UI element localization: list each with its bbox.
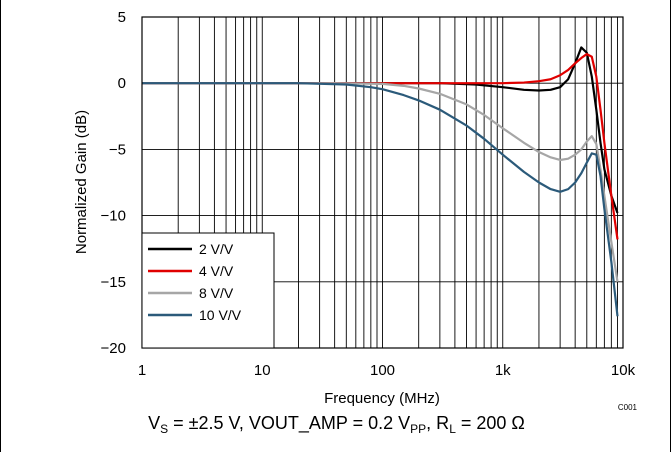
x-tick-labels: 1 10 100 1k 10k: [138, 362, 636, 379]
caption-subscript: L: [449, 422, 456, 436]
y-tick-label: −10: [101, 208, 126, 225]
caption-text: , R: [426, 413, 450, 433]
x-tick-label: 10: [254, 362, 271, 379]
legend-label: 10 V/V: [199, 307, 242, 323]
plot-area-frame: [141, 16, 624, 349]
legend: 2 V/V 4 V/V 8 V/V 10 V/V: [141, 232, 275, 349]
y-tick-label: 0: [118, 75, 126, 92]
caption-text: = 200 Ω: [455, 413, 525, 433]
legend-label: 4 V/V: [199, 263, 234, 279]
x-axis-label: Frequency (MHz): [324, 390, 440, 407]
caption-text: = ±2.5 V, VOUT_AMP = 0.2 V: [168, 413, 411, 433]
legend-label: 8 V/V: [199, 285, 234, 301]
y-tick-label: −20: [101, 340, 126, 357]
x-tick-label: 1k: [495, 362, 511, 379]
y-axis-label: Normalized Gain (dB): [73, 110, 90, 254]
x-tick-label: 1: [138, 362, 146, 379]
test-conditions-caption: VS = ±2.5 V, VOUT_AMP = 0.2 VPP, RL = 20…: [1, 412, 671, 436]
series-line: [142, 82, 619, 282]
y-tick-label: −15: [101, 274, 126, 291]
series-line: [142, 82, 619, 317]
y-tick-labels: 5 0 −5 −10 −15 −20: [101, 9, 126, 357]
x-tick-label: 100: [370, 362, 395, 379]
caption-subscript: PP: [410, 422, 427, 436]
caption-text: V: [148, 413, 161, 433]
y-tick-label: −5: [109, 141, 126, 158]
y-tick-label: 5: [118, 9, 126, 26]
x-tick-label: 10k: [611, 362, 636, 379]
series-line: [142, 46, 619, 214]
figure-id-label: C001: [618, 403, 638, 410]
legend-box: [141, 232, 275, 349]
series-lines: [142, 46, 619, 317]
legend-label: 2 V/V: [199, 241, 234, 257]
caption-subscript: S: [160, 422, 169, 436]
series-line: [142, 52, 619, 240]
frequency-response-chart: 1 10 100 1k 10k 5 0 −5 −10 −15 −20 Frequency (MHz…: [73, 9, 638, 412]
